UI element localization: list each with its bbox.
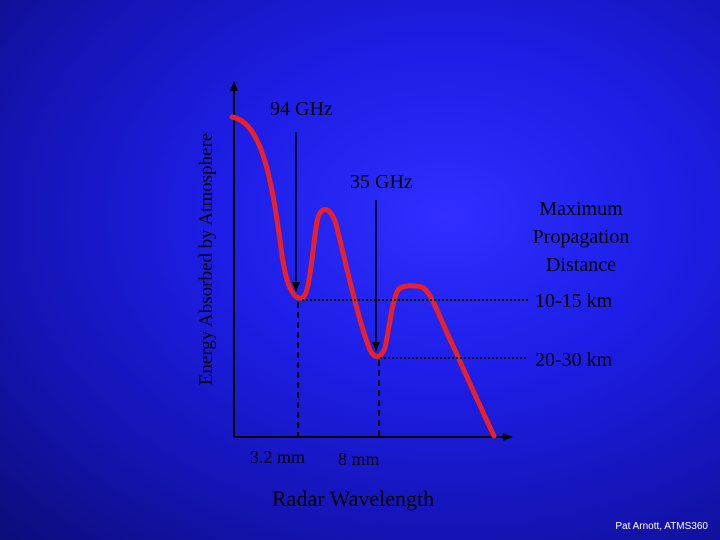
absorption-curve	[229, 114, 497, 439]
label-wavelength-8mm: 8 mm	[338, 449, 380, 469]
max-propagation-line-1: Maximum	[539, 198, 623, 220]
label-range-20-30km: 20-30 km	[535, 349, 613, 371]
credit-text: Pat Arnott, ATMS360	[615, 521, 708, 532]
label-wavelength-3-2mm: 3.2 mm	[250, 447, 306, 467]
label-35ghz: 35 GHz	[350, 171, 413, 193]
x-axis-label: Radar Wavelength	[272, 486, 435, 511]
max-propagation-line-3: Distance	[546, 254, 616, 276]
label-range-10-15km: 10-15 km	[535, 290, 613, 312]
max-propagation-line-2: Propagation	[532, 226, 630, 248]
label-94ghz: 94 GHz	[270, 98, 333, 120]
max-propagation-label: Maximum Propagation Distance	[516, 195, 646, 279]
y-axis-label: Energy Absorbed by Atmosphere	[196, 132, 217, 386]
